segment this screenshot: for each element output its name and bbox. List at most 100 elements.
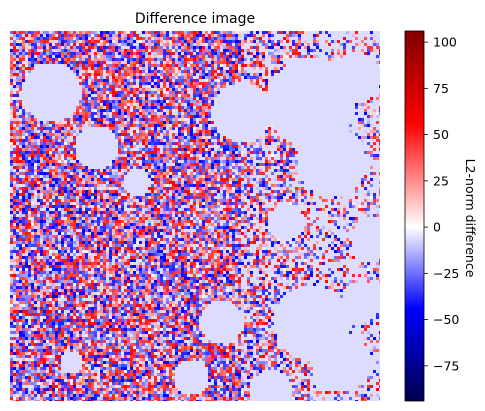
heatmap-cell (226, 235, 229, 238)
heatmap-cell (142, 154, 145, 157)
heatmap-cell (145, 163, 148, 166)
heatmap-cell (91, 178, 94, 181)
heatmap-cell (127, 202, 130, 205)
heatmap-cell (199, 91, 202, 94)
heatmap-cell (139, 130, 142, 133)
heatmap-cell (52, 193, 55, 196)
heatmap-cell (148, 232, 151, 235)
heatmap-cell (262, 73, 265, 76)
heatmap-cell (148, 85, 151, 88)
heatmap-cell (133, 106, 136, 109)
heatmap-cell (31, 37, 34, 40)
heatmap-cell (217, 64, 220, 67)
heatmap-cell (16, 199, 19, 202)
heatmap-cell (76, 166, 79, 169)
heatmap-cell (220, 181, 223, 184)
heatmap-cell (64, 64, 67, 67)
heatmap-cell (37, 214, 40, 217)
heatmap-cell (277, 169, 280, 172)
heatmap-cell (175, 136, 178, 139)
heatmap-cell (220, 52, 223, 55)
heatmap-cell (118, 232, 121, 235)
heatmap-cell (40, 154, 43, 157)
heatmap-cell (139, 148, 142, 151)
heatmap-cell (268, 187, 271, 190)
heatmap-cell (235, 190, 238, 193)
heatmap-cell (373, 34, 376, 37)
heatmap-cell (280, 157, 283, 160)
heatmap-cell (376, 46, 379, 49)
heatmap-cell (160, 34, 163, 37)
heatmap-cell (28, 139, 31, 142)
heatmap-cell (37, 232, 40, 235)
heatmap-cell (262, 163, 265, 166)
heatmap-cell (214, 151, 217, 154)
heatmap-cell (142, 55, 145, 58)
heatmap-cell (76, 73, 79, 76)
heatmap-cell (67, 61, 70, 64)
heatmap-cell (163, 157, 166, 160)
heatmap-cell (202, 193, 205, 196)
heatmap-cell (82, 85, 85, 88)
heatmap-cell (31, 202, 34, 205)
heatmap-cell (145, 109, 148, 112)
heatmap-cell (313, 55, 316, 58)
heatmap-cell (145, 124, 148, 127)
heatmap-cell (292, 49, 295, 52)
heatmap-cell (31, 208, 34, 211)
heatmap-cell (115, 133, 118, 136)
heatmap-cell (76, 118, 79, 121)
heatmap-cell (187, 106, 190, 109)
heatmap-cell (289, 160, 292, 163)
heatmap-cell (214, 211, 217, 214)
heatmap-cell (127, 157, 130, 160)
heatmap-cell (271, 184, 274, 187)
heatmap-cell (211, 61, 214, 64)
heatmap-cell (328, 214, 331, 217)
heatmap-cell (85, 40, 88, 43)
heatmap-cell (157, 208, 160, 211)
heatmap-cell (121, 229, 124, 232)
heatmap-cell (214, 181, 217, 184)
heatmap-cell (208, 106, 211, 109)
heatmap-cell (64, 40, 67, 43)
heatmap-cell (334, 220, 337, 223)
heatmap-cell (172, 40, 175, 43)
heatmap-cell (220, 175, 223, 178)
heatmap-cell (103, 205, 106, 208)
heatmap-cell (214, 205, 217, 208)
heatmap-cell (142, 220, 145, 223)
heatmap-cell (160, 229, 163, 232)
heatmap-cell (49, 193, 52, 196)
heatmap-cell (88, 70, 91, 73)
heatmap-cell (49, 181, 52, 184)
heatmap-cell (160, 115, 163, 118)
heatmap-cell (64, 157, 67, 160)
heatmap-cell (217, 199, 220, 202)
heatmap-cell (139, 211, 142, 214)
heatmap-cell (61, 142, 64, 145)
heatmap-cell (85, 58, 88, 61)
heatmap-cell (211, 76, 214, 79)
heatmap-cell (223, 208, 226, 211)
heatmap-cell (46, 127, 49, 130)
heatmap-cell (46, 232, 49, 235)
heatmap-cell (172, 73, 175, 76)
heatmap-cell (157, 34, 160, 37)
heatmap-cell (67, 31, 70, 34)
heatmap-cell (130, 226, 133, 229)
heatmap-cell (118, 181, 121, 184)
heatmap-cell (163, 166, 166, 169)
heatmap-cell (139, 208, 142, 211)
heatmap-cell (268, 163, 271, 166)
heatmap-cell (82, 109, 85, 112)
heatmap-cell (25, 166, 28, 169)
heatmap-cell (217, 151, 220, 154)
heatmap-cell (145, 154, 148, 157)
heatmap-cell (31, 115, 34, 118)
heatmap-cell (124, 67, 127, 70)
heatmap-cell (13, 70, 16, 73)
heatmap-cell (49, 148, 52, 151)
heatmap-cell (79, 64, 82, 67)
heatmap-cell (292, 34, 295, 37)
